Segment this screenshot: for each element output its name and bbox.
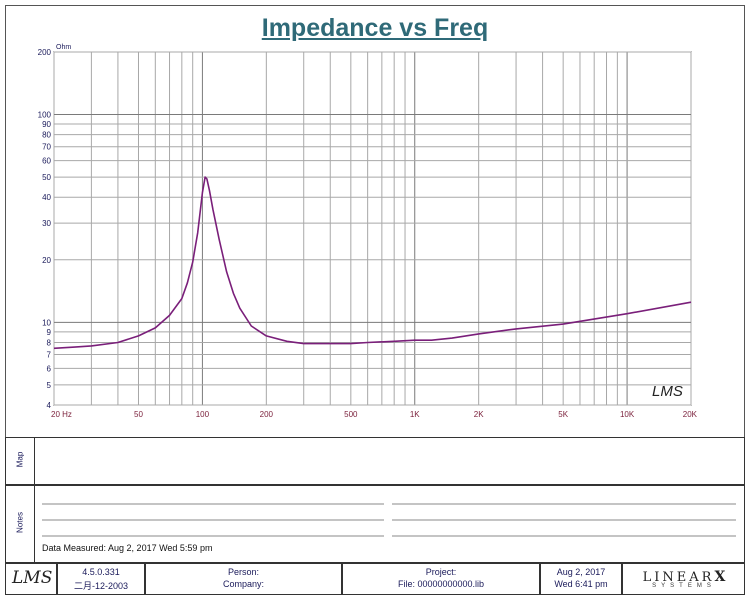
brand-x: X xyxy=(714,569,726,585)
footer-logo: LMS xyxy=(12,568,53,588)
y-tick-label: 6 xyxy=(47,364,52,373)
person-label: Person: xyxy=(227,567,260,577)
x-tick-label: 50 xyxy=(134,410,143,419)
grid xyxy=(53,51,692,406)
y-tick-label: 7 xyxy=(47,351,52,360)
y-tick-label: 5 xyxy=(47,381,52,390)
chart-title: Impedance vs Freq xyxy=(261,14,489,42)
x-tick-label: 10K xyxy=(620,410,635,419)
y-tick-label: 90 xyxy=(42,120,51,129)
plot-area xyxy=(53,51,692,406)
brand-sub: SYSTEMS xyxy=(652,583,716,589)
x-tick-label: 20K xyxy=(683,410,698,419)
y-tick-label: 10 xyxy=(42,318,51,327)
y-tick-label: 80 xyxy=(42,131,51,140)
x-tick-label: 200 xyxy=(260,410,274,419)
x-tick-label: 1K xyxy=(410,410,420,419)
project-label: Project: xyxy=(425,567,457,577)
brand-logo: LINEARX xyxy=(628,566,740,585)
y-axis-unit: Ohm xyxy=(56,44,71,51)
y-tick-label: 100 xyxy=(38,111,52,120)
company-label: Company: xyxy=(222,579,265,589)
y-tick-label: 70 xyxy=(42,143,51,152)
notes-label-cell xyxy=(5,485,35,563)
footer-cell-version xyxy=(57,563,145,595)
file-label: File: 00000000000.lib xyxy=(397,579,485,589)
data-measured: Data Measured: Aug 2, 2017 Wed 5:59 pm xyxy=(42,543,213,553)
x-tick-label: 5K xyxy=(558,410,568,419)
x-tick-label: 500 xyxy=(344,410,358,419)
x-tick-labels: 20 Hz 50 100 200 500 1K 2K 5K 10K 20K xyxy=(51,410,698,419)
y-tick-label: 50 xyxy=(42,173,51,182)
y-tick-label: 20 xyxy=(42,256,51,265)
y-tick-label: 40 xyxy=(42,193,51,202)
build-date: 二月-12-2003 xyxy=(73,581,129,591)
brand-main: LINEAR xyxy=(642,570,715,585)
y-tick-label: 60 xyxy=(42,157,51,166)
footer-cell-date xyxy=(540,563,622,595)
footer-date: Aug 2, 2017 xyxy=(556,567,606,577)
x-tick-label: 100 xyxy=(196,410,210,419)
footer-cell-person xyxy=(145,563,342,595)
x-tick-label: 20 Hz xyxy=(51,410,72,419)
footer-day-time: Wed 6:41 pm xyxy=(554,579,608,589)
y-tick-label: 200 xyxy=(38,48,52,57)
footer-cell-project xyxy=(342,563,540,595)
y-tick-label: 4 xyxy=(47,401,52,410)
y-tick-label: 9 xyxy=(47,328,52,337)
map-label-cell xyxy=(5,437,35,485)
y-tick-label: 8 xyxy=(47,338,52,347)
y-tick-label: 30 xyxy=(42,219,51,228)
footer-cell-brand xyxy=(622,563,745,595)
series-line-impedance xyxy=(53,176,692,350)
software-version: 4.5.0.331 xyxy=(82,567,120,577)
chart-logo: LMS xyxy=(652,383,683,400)
footer-cell-logo xyxy=(5,563,57,595)
x-tick-label: 2K xyxy=(474,410,484,419)
